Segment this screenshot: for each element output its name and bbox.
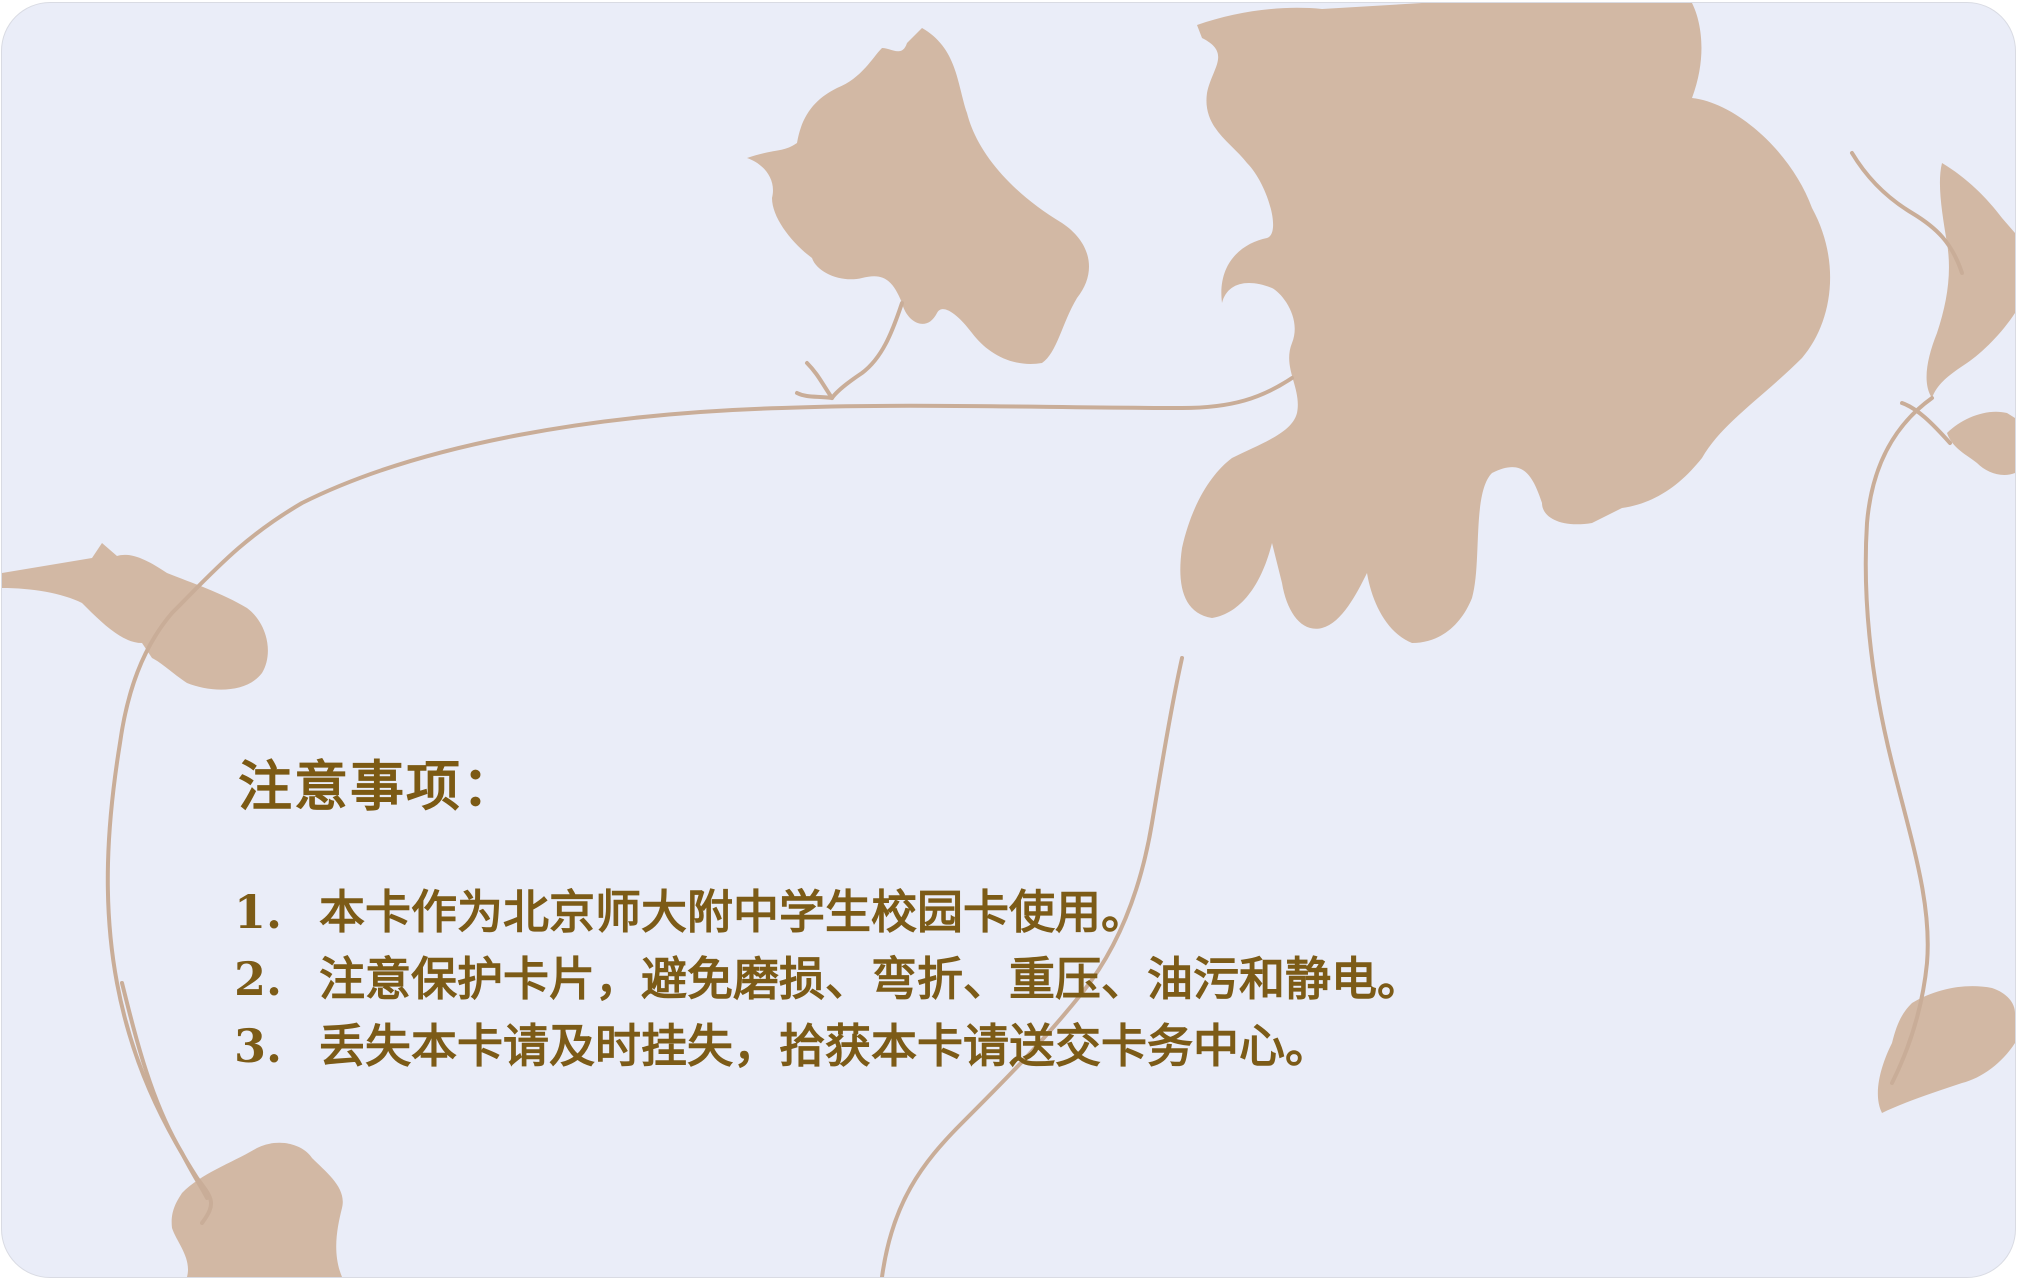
flower-vine-decoration — [2, 3, 2015, 1277]
main-vine — [105, 376, 1294, 1225]
notice-item-2: 2. 注意保护卡片，避免磨损、弯折、重压、油污和静电。 — [234, 948, 1934, 1010]
notice-list: 1. 本卡作为北京师大附中学生校园卡使用。 2. 注意保护卡片，避免磨损、弯折、… — [234, 881, 1934, 1077]
notice-item-3: 3. 丢失本卡请及时挂失，拾获本卡请送交卡务中心。 — [234, 1015, 1934, 1077]
center-vine — [880, 656, 1184, 1277]
notice-item-text: 注意保护卡片，避免磨损、弯折、重压、油污和静电。 — [319, 952, 1423, 1006]
notice-item-1: 1. 本卡作为北京师大附中学生校园卡使用。 — [234, 881, 1934, 943]
school-card-back: 注意事项： 1. 本卡作为北京师大附中学生校园卡使用。 2. 注意保护卡片，避免… — [2, 3, 2015, 1277]
bottom-flower — [171, 1142, 343, 1277]
notice-title: 注意事项： — [238, 755, 518, 818]
notice-item-number: 3. — [234, 1019, 283, 1073]
bud-stem-tip — [795, 361, 834, 400]
right-leaf — [1926, 163, 2015, 398]
right-vine — [1863, 396, 1934, 1085]
bud-stem — [830, 301, 904, 400]
notice-item-text: 本卡作为北京师大附中学生校园卡使用。 — [319, 885, 1147, 939]
notice-item-number: 2. — [234, 952, 283, 1006]
right-bud — [1877, 986, 2015, 1113]
right-vine-branch — [1850, 151, 1964, 275]
notice-item-number: 1. — [234, 885, 283, 939]
left-leaf — [2, 543, 268, 690]
notice-section: 注意事项： 1. 本卡作为北京师大附中学生校园卡使用。 2. 注意保护卡片，避免… — [234, 751, 1934, 1082]
tendril — [120, 981, 209, 1200]
right-small-leaf — [1947, 411, 2015, 475]
right-vine-branch-2 — [1900, 401, 1952, 445]
bud-flower — [747, 28, 1089, 364]
notice-item-text: 丢失本卡请及时挂失，拾获本卡请送交卡务中心。 — [319, 1019, 1331, 1073]
large-flower — [1180, 3, 1831, 643]
